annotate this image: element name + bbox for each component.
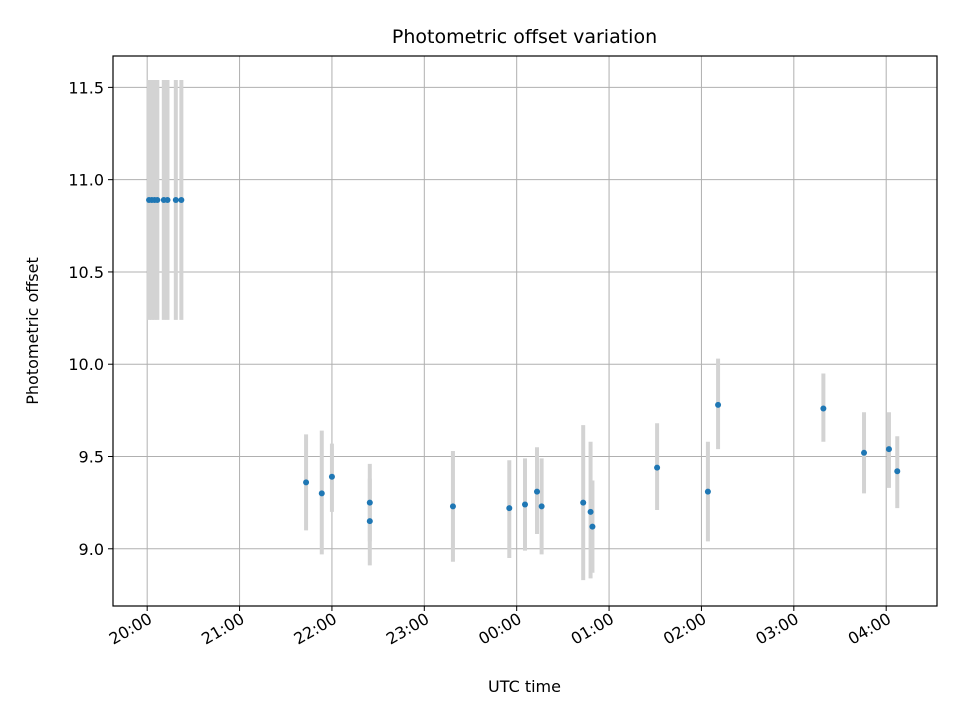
y-tick-label: 9.0: [79, 540, 104, 559]
data-point: [589, 523, 596, 530]
data-point: [449, 503, 456, 510]
y-tick-label: 10.0: [68, 355, 104, 374]
data-point: [303, 479, 310, 486]
data-point: [654, 464, 661, 471]
data-point: [328, 473, 335, 480]
data-point: [154, 196, 161, 203]
data-point: [506, 505, 513, 512]
data-point: [704, 488, 711, 495]
y-tick-label: 11.5: [68, 78, 104, 97]
y-tick-label: 10.5: [68, 263, 104, 282]
data-point: [172, 196, 179, 203]
chart-title: Photometric offset variation: [392, 26, 657, 48]
data-point: [820, 405, 827, 412]
data-point: [885, 446, 892, 453]
y-axis-ticks: 9.0 9.5 10.0 10.5 11.0 11.5: [68, 78, 113, 559]
data-point: [366, 499, 373, 506]
y-tick-label: 9.5: [79, 448, 104, 467]
data-point: [522, 501, 528, 508]
x-axis-label: UTC time: [488, 677, 561, 696]
y-tick-label: 11.0: [68, 171, 104, 190]
data-point: [318, 490, 325, 497]
plot-frame: [112, 55, 938, 607]
data-point: [587, 508, 594, 515]
data-point: [861, 449, 868, 456]
data-point: [178, 196, 185, 203]
data-point: [580, 499, 587, 506]
data-point: [534, 488, 541, 495]
data-point: [715, 401, 722, 408]
data-point: [164, 196, 171, 203]
data-point: [366, 518, 373, 525]
data-points: [146, 196, 901, 530]
data-point: [894, 468, 901, 475]
y-axis-label: Photometric offset: [23, 257, 42, 405]
data-point: [538, 503, 545, 510]
